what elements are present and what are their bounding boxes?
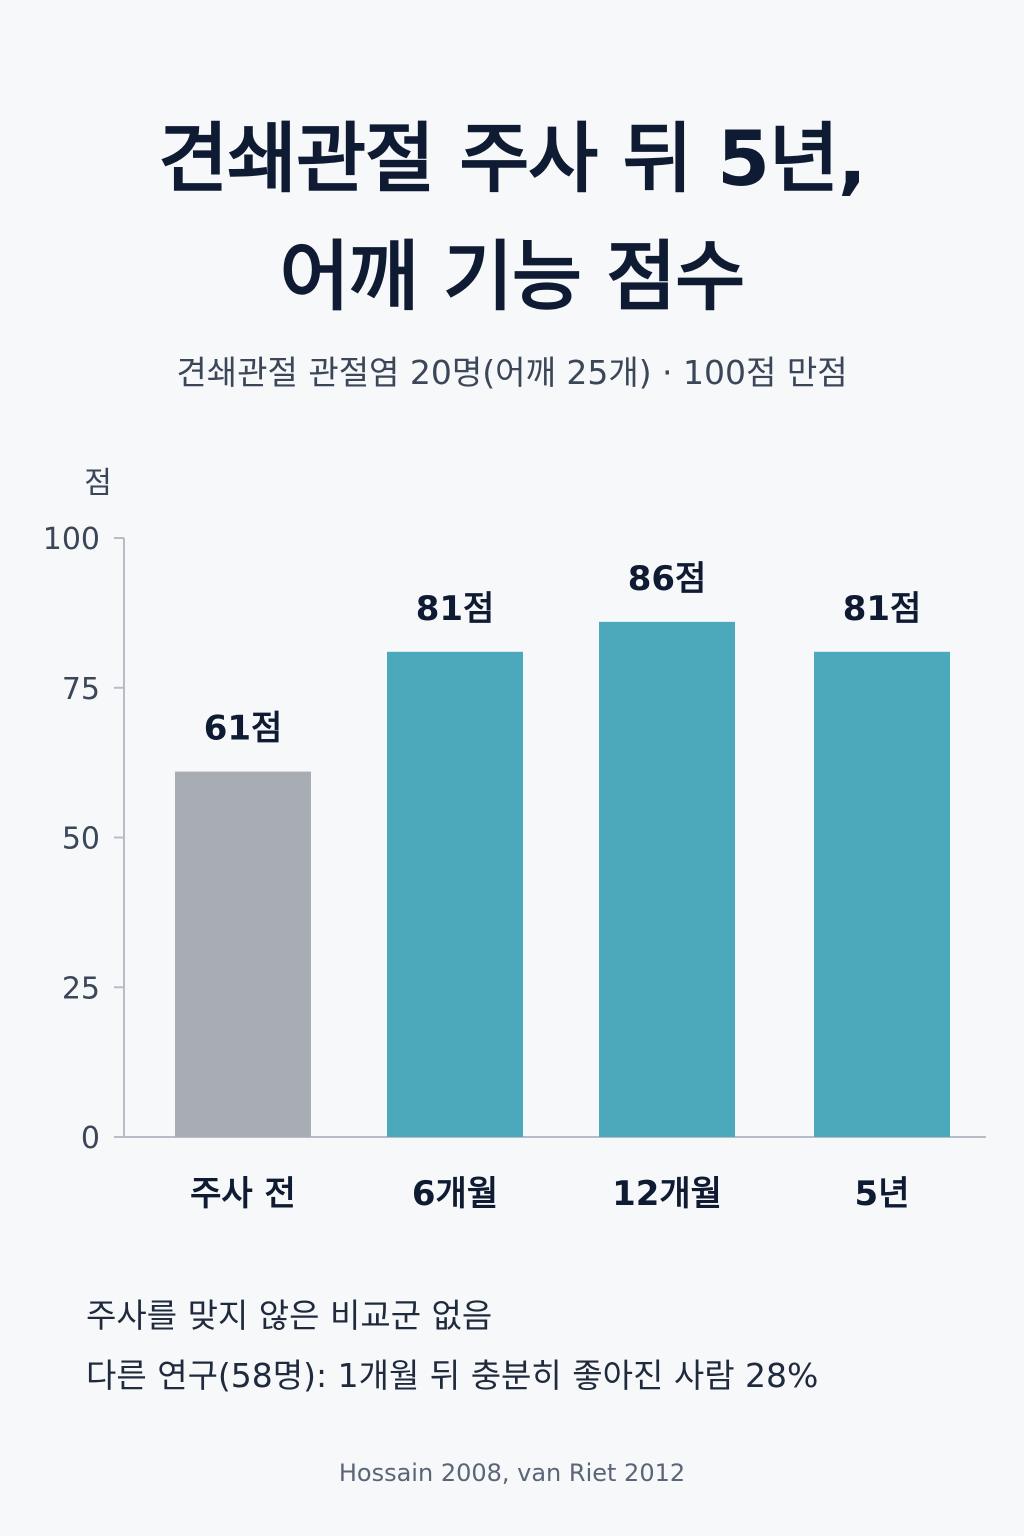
bar (175, 771, 311, 1137)
data-label: 61점 (204, 709, 283, 749)
note-no-control-group: 주사를 맞지 않은 비교군 없음 (86, 1296, 493, 1335)
source-citation: Hossain 2008, van Riet 2012 (338, 1459, 686, 1487)
bar (599, 621, 735, 1137)
x-tick-label: 5년 (855, 1174, 910, 1214)
data-label: 81점 (416, 589, 495, 629)
chart-title-line-1: 견쇄관절 주사 뒤 5년, (158, 114, 867, 203)
y-tick-label: 75 (62, 672, 100, 707)
note-other-study: 다른 연구(58명): 1개월 뒤 충분히 좋아진 사람 28% (86, 1356, 819, 1395)
x-tick-label: 주사 전 (190, 1174, 296, 1214)
chart-subtitle: 견쇄관절 관절염 20명(어깨 25개) · 100점 만점 (176, 353, 848, 392)
chart-title-line-2: 어깨 기능 점수 (279, 232, 745, 321)
x-tick-label: 12개월 (612, 1174, 722, 1214)
y-tick-label: 100 (43, 522, 100, 557)
y-tick-label: 50 (62, 822, 100, 857)
chart-title: 견쇄관절 주사 뒤 5년, 어깨 기능 점수 (0, 100, 1024, 336)
data-label: 81점 (843, 589, 922, 629)
y-axis-label: 점 (84, 466, 112, 501)
bar (814, 651, 950, 1137)
x-tick-label: 6개월 (412, 1174, 498, 1214)
y-tick-label: 25 (62, 971, 100, 1006)
y-tick-label: 0 (81, 1121, 100, 1156)
bar (387, 651, 523, 1137)
data-label: 86점 (628, 559, 707, 599)
